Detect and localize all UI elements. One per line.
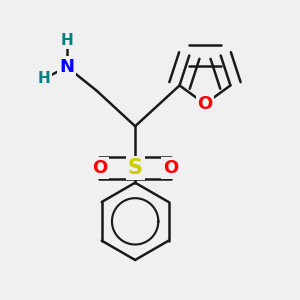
Text: O: O	[92, 159, 107, 177]
Text: N: N	[59, 58, 74, 76]
Text: H: H	[38, 71, 51, 86]
Text: H: H	[60, 32, 73, 47]
Text: O: O	[163, 159, 178, 177]
Text: O: O	[197, 95, 213, 113]
Text: S: S	[128, 158, 142, 178]
